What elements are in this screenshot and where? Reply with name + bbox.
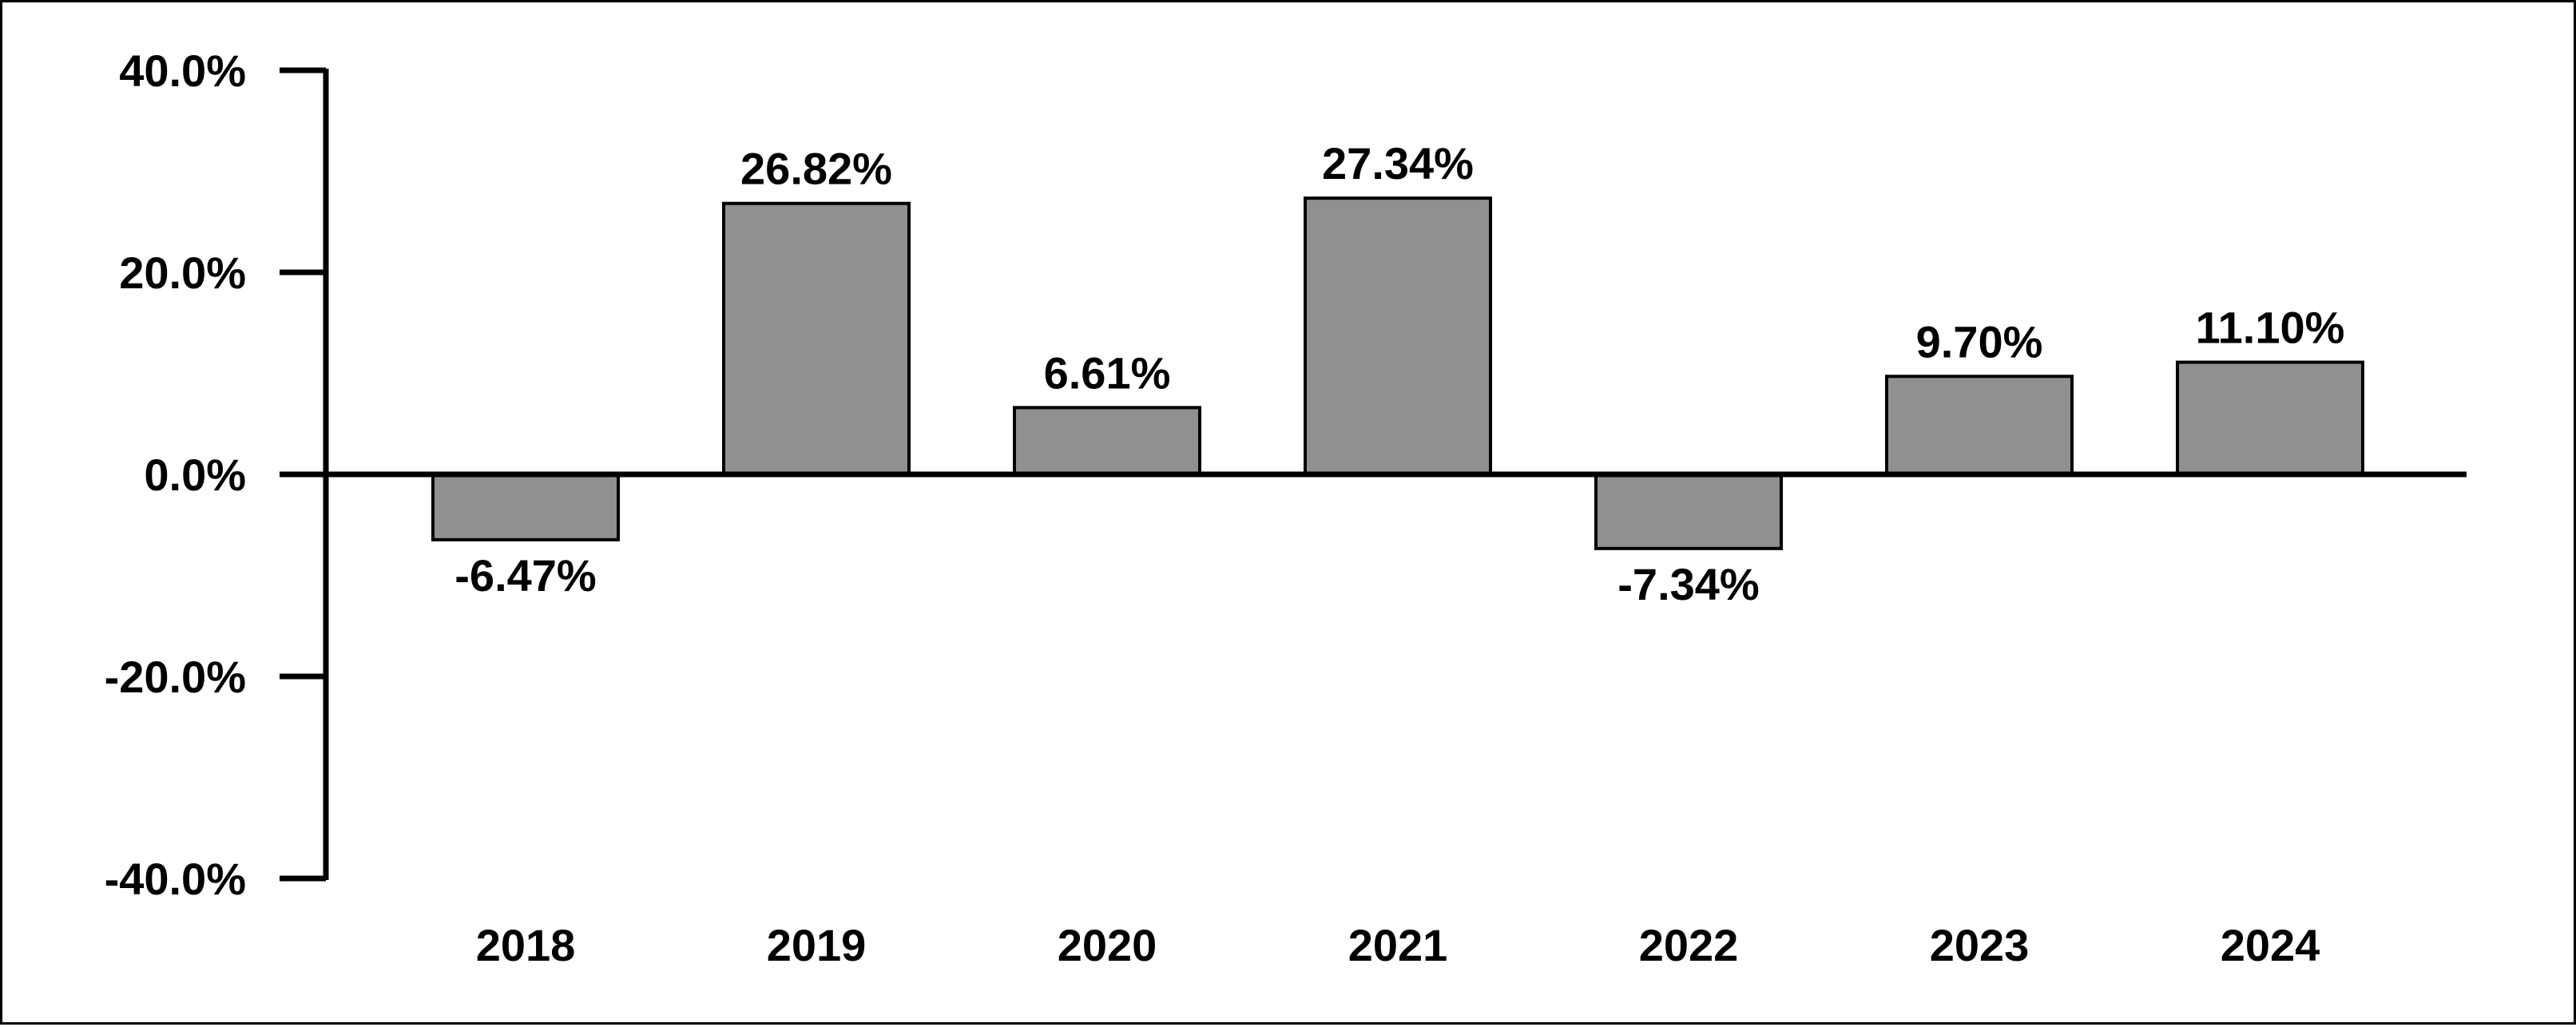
x-tick-label-2022: 2022 — [1639, 920, 1739, 970]
bar-2022 — [1594, 473, 1783, 550]
x-tick-label-2020: 2020 — [1058, 920, 1157, 970]
data-label-2022: -7.34% — [1617, 559, 1759, 609]
y-tick-label: -40.0% — [105, 854, 246, 904]
data-label-2023: 9.70% — [1916, 316, 2043, 367]
data-label-2024: 11.10% — [2196, 303, 2345, 353]
data-label-2021: 27.34% — [1322, 138, 1474, 188]
bar-2024 — [2176, 360, 2364, 476]
bars-layer — [431, 196, 2364, 550]
x-tick-label-2021: 2021 — [1348, 920, 1448, 970]
bar-2020 — [1013, 406, 1201, 477]
y-tick-label: 40.0% — [119, 46, 246, 96]
y-tick-label: 0.0% — [144, 450, 246, 500]
x-tick-label-2019: 2019 — [767, 920, 867, 970]
y-tick-label: 20.0% — [119, 248, 246, 298]
bar-2023 — [1885, 375, 2074, 477]
bar-2018 — [431, 473, 620, 541]
data-label-2020: 6.61% — [1044, 347, 1171, 398]
data-label-2018: -6.47% — [454, 550, 596, 601]
data-label-2019: 26.82% — [740, 144, 892, 194]
y-tick-label: -20.0% — [105, 652, 246, 702]
x-tick-label-2018: 2018 — [476, 920, 576, 970]
axis-layer — [280, 67, 2467, 882]
bar-2021 — [1304, 196, 1492, 477]
x-tick-label-2023: 2023 — [1930, 920, 2030, 970]
labels-layer: -6.47% 26.82% 6.61% 27.34% -7.34% 9.70% 11.10%… — [105, 46, 2345, 970]
bar-2019 — [722, 201, 911, 477]
x-tick-label-2024: 2024 — [2221, 920, 2320, 970]
